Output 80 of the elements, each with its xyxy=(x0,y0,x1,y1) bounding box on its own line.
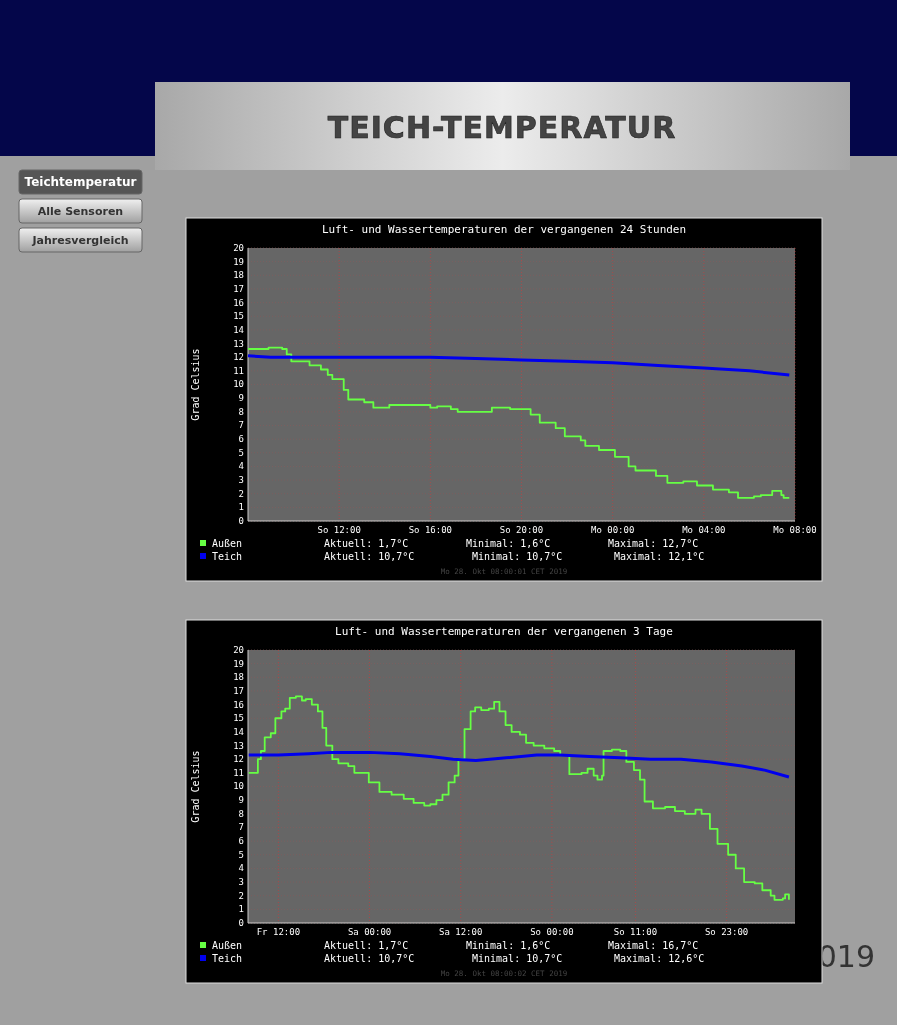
y-tick-label: 19 xyxy=(233,256,244,267)
x-tick-label: Mo 00:00 xyxy=(590,525,635,535)
y-tick-label: 2 xyxy=(238,488,244,499)
y-tick-label: 15 xyxy=(233,311,244,322)
x-tick-label: Mo 08:00 xyxy=(773,525,817,535)
y-tick-label: 1 xyxy=(238,502,244,513)
text: Minimal: 1,6°C xyxy=(466,940,551,951)
x-tick-label: Sa 12:00 xyxy=(439,927,483,937)
y-tick-label: 7 xyxy=(238,822,244,833)
y-tick-label: 16 xyxy=(233,699,244,710)
y-tick-label: 10 xyxy=(233,781,244,792)
text: Aktuell: 10,7°C xyxy=(324,953,415,964)
y-tick-label: 20 xyxy=(233,242,244,253)
text: Maximal: 12,6°C xyxy=(614,953,705,964)
text: Alle Sensoren xyxy=(37,205,124,218)
line-series xyxy=(246,354,791,377)
y-tick-label: 2 xyxy=(238,890,244,901)
x-tick-label: So 23:00 xyxy=(704,927,749,937)
y-axis-title: Grad Celsius xyxy=(190,750,201,823)
x-tick-label: So 20:00 xyxy=(499,525,544,535)
x-tick-label: Fr 12:00 xyxy=(256,927,301,937)
x-tick-label: Sa 00:00 xyxy=(347,927,392,937)
text: Maximal: 12,7°C xyxy=(608,538,699,549)
y-tick-label: 14 xyxy=(233,726,244,737)
y-tick-label: 17 xyxy=(233,283,244,294)
x-tick-label: Mo 04:00 xyxy=(682,525,726,535)
y-tick-label: 19 xyxy=(233,658,244,669)
y-tick-label: 0 xyxy=(238,515,244,526)
y-tick-label: 8 xyxy=(238,808,244,819)
y-tick-label: 18 xyxy=(233,672,244,683)
y-tick-label: 20 xyxy=(233,644,244,655)
text: Aktuell: 1,7°C xyxy=(324,538,409,549)
y-tick-label: 6 xyxy=(238,434,244,445)
y-tick-label: 7 xyxy=(238,420,244,431)
chart-title: Luft- und Wassertemperaturen der vergangenen 24 Stunden xyxy=(321,223,687,236)
legend-label: Teich xyxy=(212,953,243,964)
text: Maximal: 12,1°C xyxy=(614,551,705,562)
y-axis-title: Grad Celsius xyxy=(190,348,201,421)
y-tick-label: 5 xyxy=(238,447,244,458)
chart-title: Luft- und Wassertemperaturen der vergangenen 3 Tage xyxy=(335,625,673,638)
y-tick-label: 3 xyxy=(238,475,244,486)
y-tick-label: 17 xyxy=(233,685,244,696)
y-tick-label: 12 xyxy=(233,352,244,363)
y-tick-label: 3 xyxy=(238,877,244,888)
line-series xyxy=(247,750,791,779)
y-tick-label: 18 xyxy=(233,270,244,281)
y-tick-label: 9 xyxy=(238,795,244,806)
y-tick-label: 13 xyxy=(233,740,244,751)
y-tick-label: 0 xyxy=(238,917,244,928)
x-tick-label: So 00:00 xyxy=(530,927,574,937)
y-tick-label: 9 xyxy=(238,393,244,404)
y-tick-label: 8 xyxy=(238,406,244,417)
text: Maximal: 16,7°C xyxy=(608,940,699,951)
y-tick-label: 11 xyxy=(233,365,244,376)
y-tick-label: 16 xyxy=(233,297,244,308)
x-tick-label: So 12:00 xyxy=(317,525,361,535)
text: Teichtemperatur xyxy=(24,175,137,189)
y-tick-label: 4 xyxy=(238,461,244,472)
y-tick-label: 10 xyxy=(233,379,244,390)
text: Minimal: 10,7°C xyxy=(472,953,563,964)
text: Minimal: 10,7°C xyxy=(472,551,563,562)
x-tick-label: So 11:00 xyxy=(613,927,658,937)
text: Jahresvergleich xyxy=(31,234,129,247)
y-tick-label: 1 xyxy=(238,904,244,915)
legend-label: Außen xyxy=(212,940,243,951)
y-tick-label: 11 xyxy=(233,767,244,778)
y-tick-label: 4 xyxy=(238,863,244,874)
text: TEICH-TEMPERATUR xyxy=(327,110,677,145)
y-tick-label: 14 xyxy=(233,324,244,335)
y-tick-label: 15 xyxy=(233,713,244,724)
legend-label: Außen xyxy=(212,538,243,549)
text: Aktuell: 10,7°C xyxy=(324,551,415,562)
text: Minimal: 1,6°C xyxy=(466,538,551,549)
text: Aktuell: 1,7°C xyxy=(324,940,409,951)
x-tick-label: So 16:00 xyxy=(408,525,453,535)
y-tick-label: 6 xyxy=(238,836,244,847)
y-tick-label: 12 xyxy=(233,754,244,765)
y-tick-label: 13 xyxy=(233,338,244,349)
legend-label: Teich xyxy=(212,551,243,562)
y-tick-label: 5 xyxy=(238,849,244,860)
